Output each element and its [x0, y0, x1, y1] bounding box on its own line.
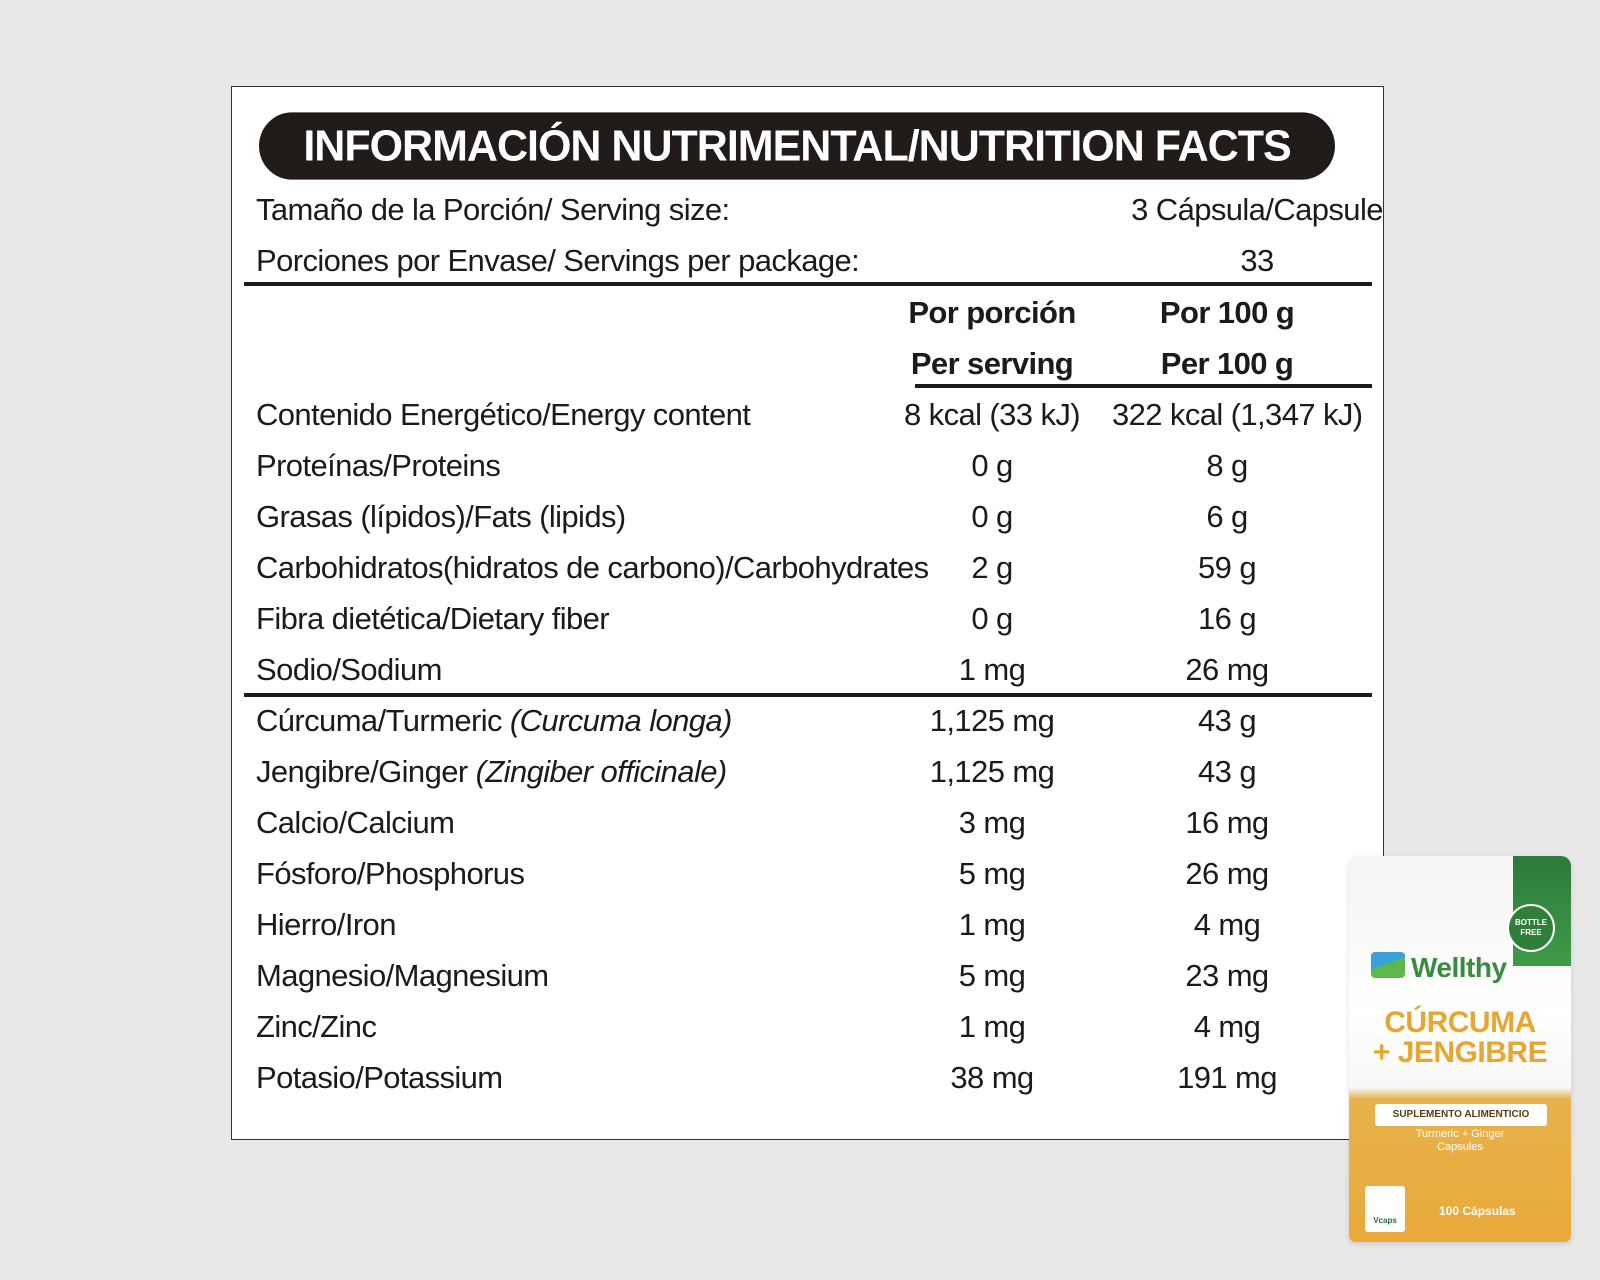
- ingredient-name: Magnesio/Magnesium: [256, 958, 549, 993]
- nutrient-label: Carbohidratos(hidratos de carbono)/Carbo…: [256, 550, 929, 585]
- col-per-100-en: Per 100 g: [1160, 346, 1294, 381]
- col-per-serving-es: Por porción: [908, 295, 1076, 330]
- nutrient-per-serving: 2 g: [971, 550, 1013, 585]
- ingredient-name: Cúrcuma/Turmeric: [256, 703, 510, 738]
- nutrition-title: INFORMACIÓN NUTRIMENTAL/NUTRITION FACTS: [259, 112, 1335, 180]
- serving-size-value: 3 Cápsula/Capsule: [1131, 192, 1383, 227]
- bottle-free-badge: BOTTLE FREE: [1507, 904, 1555, 952]
- ingredient-name: Hierro/Iron: [256, 907, 396, 942]
- ingredient-name: Jengibre/Ginger: [256, 754, 476, 789]
- ingredient-per-serving: 1,125 mg: [929, 754, 1055, 789]
- ingredient-label: Magnesio/Magnesium: [256, 950, 549, 1001]
- ingredient-name: Zinc/Zinc: [256, 1009, 377, 1044]
- nutrient-label: Grasas (lípidos)/Fats (lipids): [256, 499, 626, 534]
- nutrient-row: Grasas (lípidos)/Fats (lipids) 0 g 6 g: [232, 491, 1385, 542]
- ingredient-label: Calcio/Calcium: [256, 797, 455, 848]
- product-name-line2: + JENGIBRE: [1372, 1036, 1548, 1069]
- header-divider: [915, 384, 1372, 388]
- ingredient-per-100: 23 mg: [1185, 958, 1269, 993]
- ingredient-label: Hierro/Iron: [256, 899, 396, 950]
- ingredient-per-100: 26 mg: [1185, 856, 1269, 891]
- ingredient-row: Hierro/Iron 1 mg 4 mg: [232, 899, 1385, 950]
- ingredient-row: Fósforo/Phosphorus 5 mg 26 mg: [232, 848, 1385, 899]
- product-subtitle: Turmeric + Ginger Capsules: [1349, 1128, 1571, 1154]
- ingredient-per-serving: 5 mg: [958, 856, 1026, 891]
- nutrient-row: Fibra dietética/Dietary fiber 0 g 16 g: [232, 593, 1385, 644]
- nutrient-row: Carbohidratos(hidratos de carbono)/Carbo…: [232, 542, 1385, 593]
- col-per-100-es: Por 100 g: [1159, 295, 1295, 330]
- ingredient-per-serving: 1 mg: [958, 907, 1026, 942]
- ingredient-per-serving: 3 mg: [958, 805, 1026, 840]
- ingredient-name: Potasio/Potassium: [256, 1060, 503, 1095]
- product-count: 100 Cápsulas: [1439, 1204, 1516, 1218]
- nutrient-row: Proteínas/Proteins 0 g 8 g: [232, 440, 1385, 491]
- section-divider: [244, 282, 1372, 286]
- ingredient-row: Zinc/Zinc 1 mg 4 mg: [232, 1001, 1385, 1052]
- nutrient-per-serving: 0 g: [971, 448, 1013, 483]
- nutrition-facts-panel: INFORMACIÓN NUTRIMENTAL/NUTRITION FACTS …: [231, 86, 1384, 1140]
- ingredient-label: Potasio/Potassium: [256, 1052, 503, 1103]
- nutrient-row: Contenido Energético/Energy content 8 kca…: [232, 389, 1385, 440]
- product-subtitle-line1: Turmeric + Ginger: [1415, 1128, 1505, 1140]
- ingredient-label: Zinc/Zinc: [256, 1001, 377, 1052]
- ingredient-per-100: 43 g: [1198, 703, 1257, 738]
- nutrient-label: Sodio/Sodium: [256, 652, 442, 687]
- ingredient-per-100: 43 g: [1198, 754, 1257, 789]
- nutrient-per-100: 59 g: [1198, 550, 1257, 585]
- nutrient-row: Sodio/Sodium 1 mg 26 mg: [232, 644, 1385, 695]
- ingredient-label: Cúrcuma/Turmeric (Curcuma longa): [256, 695, 732, 746]
- ingredient-row: Calcio/Calcium 3 mg 16 mg: [232, 797, 1385, 848]
- product-subtitle-line2: Capsules: [1437, 1141, 1483, 1153]
- serving-size-row: Tamaño de la Porción/ Serving size: 3 Cá…: [232, 184, 1385, 235]
- ingredient-row: Potasio/Potassium 38 mg 191 mg: [232, 1052, 1385, 1103]
- column-header-es: Por porción Por 100 g: [232, 287, 1385, 338]
- ingredient-row: Magnesio/Magnesium 5 mg 23 mg: [232, 950, 1385, 1001]
- column-header-en: Per serving Per 100 g: [232, 338, 1385, 389]
- ingredient-per-100: 191 mg: [1177, 1060, 1277, 1095]
- ingredient-name: Fósforo/Phosphorus: [256, 856, 525, 891]
- product-pouch: BOTTLE FREE Wellthy CÚRCUMA + JENGIBRE S…: [1349, 856, 1571, 1242]
- ingredient-scientific-name: (Curcuma longa): [509, 703, 732, 738]
- nutrient-label: Contenido Energético/Energy content: [256, 397, 751, 432]
- ingredient-label: Jengibre/Ginger (Zingiber officinale): [256, 746, 727, 797]
- ingredient-scientific-name: (Zingiber officinale): [475, 754, 728, 789]
- ingredient-per-serving: 38 mg: [950, 1060, 1034, 1095]
- ingredient-per-100: 4 mg: [1193, 907, 1261, 942]
- vcaps-logo: Vcaps: [1365, 1186, 1405, 1232]
- servings-per-package-label: Porciones por Envase/ Servings per packa…: [256, 243, 860, 278]
- col-per-serving-en: Per serving: [910, 346, 1074, 381]
- product-type-label: SUPLEMENTO ALIMENTICIO: [1375, 1104, 1547, 1126]
- ingredient-label: Fósforo/Phosphorus: [256, 848, 525, 899]
- brand-logo-icon: [1371, 952, 1405, 978]
- servings-per-package-row: Porciones por Envase/ Servings per packa…: [232, 235, 1385, 286]
- ingredient-row: Jengibre/Ginger (Zingiber officinale) 1,1…: [232, 746, 1385, 797]
- product-brand: Wellthy: [1411, 952, 1507, 983]
- product-name-line1: CÚRCUMA: [1384, 1006, 1536, 1039]
- nutrient-per-100: 6 g: [1206, 499, 1248, 534]
- nutrient-per-serving: 0 g: [971, 499, 1013, 534]
- ingredients-divider: [244, 693, 1372, 697]
- ingredient-per-100: 4 mg: [1193, 1009, 1261, 1044]
- ingredient-per-100: 16 mg: [1185, 805, 1269, 840]
- nutrient-per-100: 322 kcal (1,347 kJ): [1112, 397, 1363, 432]
- ingredient-per-serving: 1,125 mg: [929, 703, 1055, 738]
- nutrient-per-100: 26 mg: [1185, 652, 1269, 687]
- servings-per-package-value: 33: [1240, 243, 1274, 278]
- nutrient-per-100: 16 g: [1198, 601, 1257, 636]
- ingredient-name: Calcio/Calcium: [256, 805, 455, 840]
- nutrient-per-serving: 8 kcal (33 kJ): [904, 397, 1081, 432]
- nutrient-per-serving: 1 mg: [958, 652, 1026, 687]
- nutrient-label: Fibra dietética/Dietary fiber: [256, 601, 610, 636]
- ingredient-row: Cúrcuma/Turmeric (Curcuma longa) 1,125 mg…: [232, 695, 1385, 746]
- ingredient-per-serving: 5 mg: [958, 958, 1026, 993]
- serving-size-label: Tamaño de la Porción/ Serving size:: [256, 192, 730, 227]
- nutrient-per-100: 8 g: [1206, 448, 1248, 483]
- nutrient-per-serving: 0 g: [971, 601, 1013, 636]
- nutrient-label: Proteínas/Proteins: [256, 448, 501, 483]
- ingredient-per-serving: 1 mg: [958, 1009, 1026, 1044]
